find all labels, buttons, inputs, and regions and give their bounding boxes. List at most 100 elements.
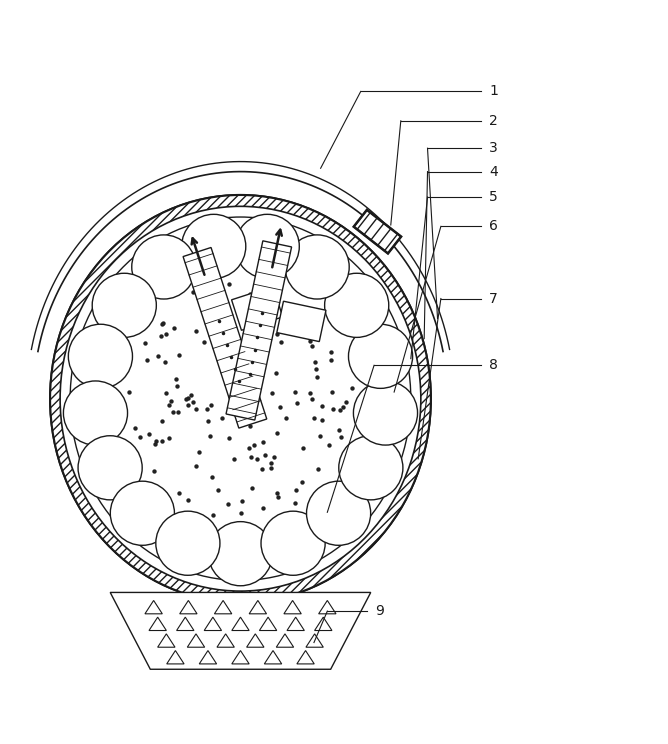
Circle shape — [68, 324, 132, 388]
Point — [265, 462, 276, 474]
Point — [150, 437, 160, 449]
Point — [241, 340, 252, 352]
Point — [308, 412, 319, 424]
Circle shape — [307, 481, 371, 545]
Polygon shape — [183, 248, 267, 428]
Point — [327, 403, 338, 414]
Circle shape — [92, 273, 156, 337]
Point — [259, 449, 270, 461]
Point — [183, 400, 194, 411]
Point — [245, 404, 256, 416]
Point — [163, 432, 174, 443]
Point — [215, 284, 226, 296]
Point — [164, 399, 175, 411]
Point — [315, 430, 325, 442]
Point — [292, 397, 303, 408]
Point — [272, 487, 283, 499]
Point — [275, 336, 286, 348]
Point — [140, 337, 150, 349]
Polygon shape — [232, 286, 283, 330]
Point — [213, 484, 224, 496]
Point — [207, 509, 218, 521]
Point — [190, 403, 201, 414]
Point — [157, 434, 168, 446]
Point — [223, 319, 234, 331]
Circle shape — [353, 381, 418, 445]
Point — [170, 373, 181, 385]
Point — [248, 439, 259, 451]
Point — [186, 389, 196, 401]
Point — [212, 304, 222, 315]
Point — [323, 439, 334, 451]
Point — [335, 404, 345, 416]
Point — [337, 401, 348, 413]
Circle shape — [261, 511, 325, 575]
Point — [281, 412, 292, 424]
Point — [205, 399, 216, 411]
Point — [172, 379, 183, 391]
Point — [341, 397, 351, 408]
Point — [174, 349, 184, 361]
Point — [156, 330, 166, 342]
Point — [183, 392, 194, 404]
Point — [243, 442, 254, 454]
Point — [245, 364, 256, 376]
Point — [312, 371, 323, 383]
Point — [134, 431, 145, 443]
Point — [226, 334, 236, 346]
Point — [258, 501, 269, 513]
Polygon shape — [110, 592, 371, 670]
Point — [206, 319, 216, 331]
Circle shape — [339, 436, 403, 500]
Point — [235, 507, 246, 519]
Polygon shape — [354, 210, 401, 254]
Point — [204, 303, 214, 315]
Point — [172, 405, 183, 417]
Point — [311, 364, 321, 376]
Point — [222, 334, 232, 346]
Point — [307, 394, 318, 405]
Point — [148, 465, 159, 477]
Ellipse shape — [60, 206, 421, 591]
Point — [265, 458, 276, 469]
Circle shape — [208, 522, 273, 586]
Point — [157, 318, 168, 330]
Point — [191, 325, 202, 337]
Circle shape — [349, 324, 413, 388]
Point — [160, 387, 171, 399]
Point — [150, 434, 161, 446]
Text: 4: 4 — [489, 164, 498, 179]
Point — [271, 368, 281, 379]
Point — [279, 308, 289, 320]
Point — [336, 431, 347, 443]
Circle shape — [325, 273, 389, 337]
Point — [143, 428, 154, 440]
Point — [153, 350, 164, 362]
Text: 6: 6 — [489, 219, 498, 234]
Point — [261, 293, 271, 305]
Point — [289, 386, 300, 398]
Point — [181, 393, 192, 405]
Point — [188, 286, 198, 298]
Point — [168, 405, 179, 417]
Point — [246, 451, 257, 463]
Text: 8: 8 — [489, 359, 498, 372]
Polygon shape — [226, 241, 292, 420]
Point — [218, 368, 228, 379]
Point — [305, 335, 315, 347]
Point — [291, 484, 301, 496]
Point — [190, 461, 201, 472]
Point — [310, 323, 321, 335]
Point — [252, 452, 263, 464]
Text: 1: 1 — [489, 84, 498, 98]
Point — [222, 498, 233, 510]
Point — [142, 353, 152, 365]
Point — [202, 403, 212, 415]
Point — [124, 386, 134, 398]
Circle shape — [235, 214, 299, 278]
Point — [269, 451, 280, 463]
Point — [305, 387, 315, 399]
Point — [327, 386, 338, 398]
Point — [183, 494, 194, 506]
Point — [240, 326, 251, 338]
